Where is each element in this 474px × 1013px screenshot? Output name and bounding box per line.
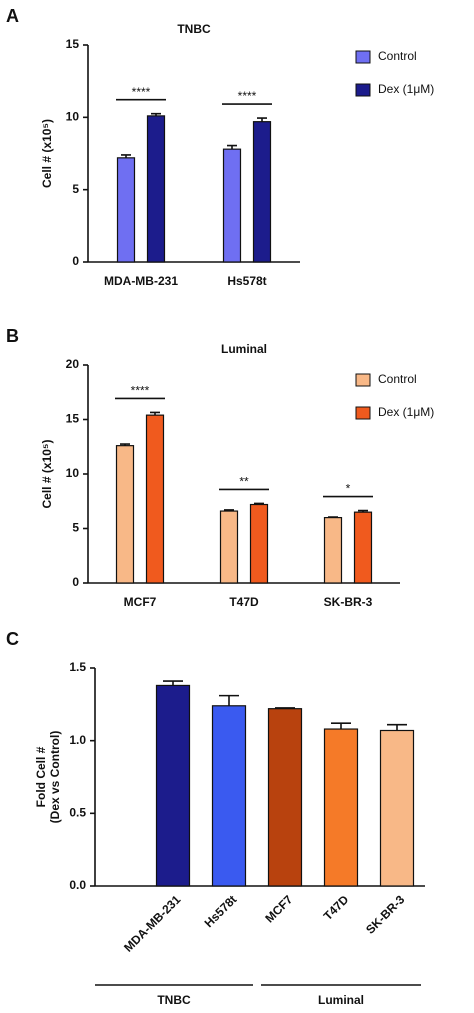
y-tick-label: 0.5 bbox=[69, 806, 86, 820]
chart-title: TNBC bbox=[177, 22, 211, 36]
y-tick-label: 5 bbox=[72, 521, 79, 535]
panel-label: A bbox=[6, 6, 19, 26]
y-tick-label: 1.0 bbox=[69, 733, 86, 747]
bar bbox=[146, 115, 166, 263]
error-bar bbox=[224, 509, 234, 512]
y-tick-label: 10 bbox=[66, 110, 80, 124]
x-tick-label: T47D bbox=[321, 892, 352, 923]
y-tick-label: 0.0 bbox=[69, 878, 86, 892]
chart-title: Luminal bbox=[221, 342, 267, 356]
panel-label: B bbox=[6, 326, 19, 346]
error-bar bbox=[275, 707, 295, 709]
significance-label: * bbox=[346, 482, 351, 496]
legend-swatch bbox=[355, 406, 371, 420]
legend-swatch bbox=[355, 373, 371, 387]
x-tick-label: SK-BR-3 bbox=[324, 595, 373, 609]
bar bbox=[115, 445, 135, 584]
x-tick-label: SK-BR-3 bbox=[363, 892, 408, 937]
y-axis-label: Cell # (x10⁵) bbox=[40, 119, 54, 188]
y-tick-label: 1.5 bbox=[69, 660, 86, 674]
bar bbox=[219, 510, 239, 584]
bar bbox=[222, 148, 242, 263]
bar bbox=[267, 708, 303, 887]
error-bar bbox=[358, 509, 368, 513]
error-bar bbox=[254, 502, 264, 505]
x-tick-label: Hs578t bbox=[202, 892, 240, 930]
bar bbox=[379, 729, 415, 887]
significance-label: ** bbox=[239, 475, 249, 489]
error-bar bbox=[331, 722, 351, 730]
error-bar bbox=[257, 117, 267, 122]
error-bar bbox=[163, 680, 183, 686]
x-tick-label: MCF7 bbox=[124, 595, 157, 609]
legend-label: Dex (1μM) bbox=[378, 82, 434, 96]
x-tick-label: MDA-MB-231 bbox=[104, 274, 178, 288]
group-label: Luminal bbox=[318, 993, 364, 1007]
error-bar bbox=[328, 516, 338, 518]
legend-swatch bbox=[355, 50, 371, 64]
y-tick-label: 15 bbox=[66, 37, 80, 51]
legend-label: Control bbox=[378, 49, 417, 63]
x-tick-label: MDA-MB-231 bbox=[121, 892, 183, 954]
panel-label: C bbox=[6, 629, 19, 649]
group-label: TNBC bbox=[157, 993, 191, 1007]
y-tick-label: 10 bbox=[66, 466, 80, 480]
error-bar bbox=[387, 723, 407, 731]
error-bar bbox=[120, 443, 130, 446]
y-axis-label: (Dex vs Control) bbox=[48, 731, 62, 824]
y-tick-label: 5 bbox=[72, 182, 79, 196]
significance-label: **** bbox=[132, 85, 151, 99]
error-bar bbox=[121, 154, 131, 158]
bar bbox=[116, 157, 136, 263]
legend-label: Control bbox=[378, 372, 417, 386]
legend-swatch bbox=[355, 83, 371, 97]
bar bbox=[211, 705, 247, 887]
significance-label: **** bbox=[131, 384, 150, 398]
y-tick-label: 20 bbox=[66, 357, 80, 371]
x-tick-label: T47D bbox=[229, 595, 259, 609]
significance-label: **** bbox=[238, 89, 257, 103]
y-axis-label: Cell # (x10⁵) bbox=[40, 439, 54, 508]
x-tick-label: Hs578t bbox=[227, 274, 266, 288]
y-tick-label: 0 bbox=[72, 254, 79, 268]
legend-label: Dex (1μM) bbox=[378, 405, 434, 419]
bar bbox=[249, 503, 269, 584]
bar bbox=[323, 728, 359, 887]
y-axis-label: Fold Cell # bbox=[34, 746, 48, 807]
bar bbox=[155, 684, 191, 887]
bar bbox=[145, 414, 165, 584]
bar bbox=[323, 516, 343, 584]
error-bar bbox=[150, 411, 160, 416]
y-tick-label: 0 bbox=[72, 575, 79, 589]
error-bar bbox=[219, 694, 239, 706]
y-tick-label: 15 bbox=[66, 412, 80, 426]
error-bar bbox=[227, 144, 237, 150]
error-bar bbox=[151, 112, 161, 116]
bar bbox=[353, 511, 373, 584]
x-tick-label: MCF7 bbox=[262, 892, 295, 925]
bar bbox=[252, 121, 272, 263]
